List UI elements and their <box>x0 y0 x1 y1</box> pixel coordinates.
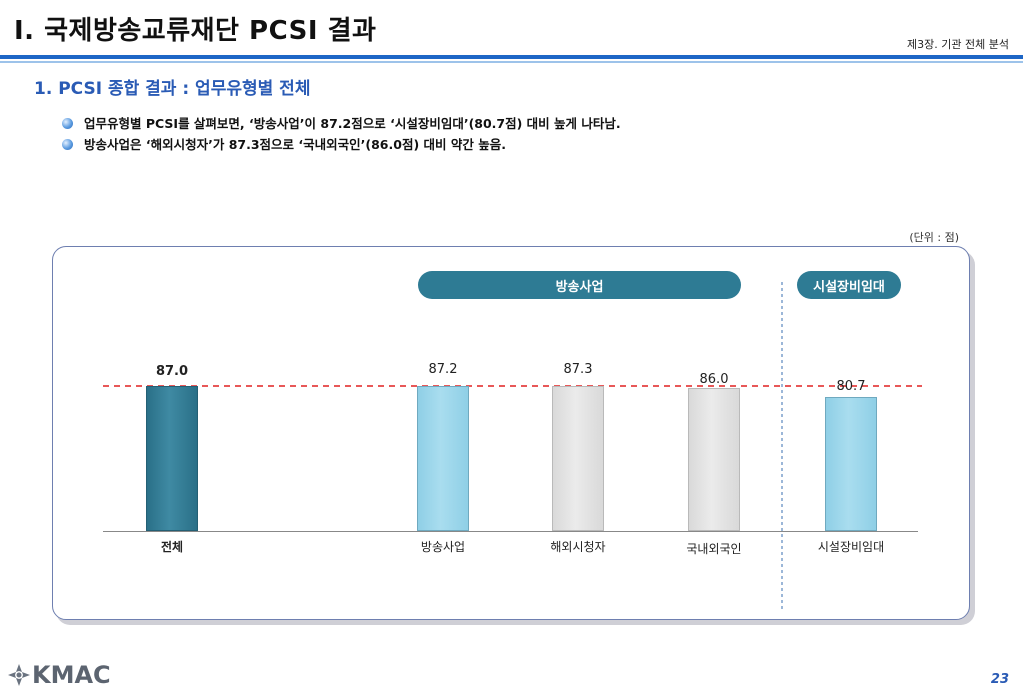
data-label: 87.0 <box>155 364 189 379</box>
bar-2 <box>417 385 469 531</box>
header-rule <box>0 55 1023 59</box>
category-label: 전체 <box>160 540 184 554</box>
category-label: 국내외국인 <box>686 542 742 556</box>
category-label: 방송사업 <box>420 540 466 554</box>
category-label: 시설장비임대 <box>817 540 885 554</box>
group-label-facility: 시설장비임대 <box>797 271 901 299</box>
logo-text: KMAC <box>32 661 111 689</box>
summary-item: 업무유형별 PCSI를 살펴보면, ‘방송사업’이 87.2점으로 ‘시설장비임… <box>62 113 621 134</box>
group-label-broadcast: 방송사업 <box>418 271 741 299</box>
bar-4 <box>688 387 740 531</box>
chapter-label: 제3장. 기관 전체 분석 <box>907 38 1009 51</box>
data-label: 87.2 <box>428 361 458 377</box>
data-label: 86.0 <box>699 371 729 387</box>
unit-label: (단위 : 점) <box>909 231 959 244</box>
summary-list: 업무유형별 PCSI를 살펴보면, ‘방송사업’이 87.2점으로 ‘시설장비임… <box>62 113 621 155</box>
page-title: I. 국제방송교류재단 PCSI 결과 <box>14 16 377 46</box>
data-label: 87.3 <box>563 361 593 377</box>
header-rule-thin <box>0 61 1023 63</box>
chart-panel <box>52 246 970 620</box>
category-label: 해외시청자 <box>550 540 606 554</box>
summary-item: 방송사업은 ‘해외시청자’가 87.3점으로 ‘국내외국인’(86.0점) 대비… <box>62 134 621 155</box>
bar-5 <box>825 396 877 531</box>
data-label: 80.7 <box>836 378 866 394</box>
bar-3 <box>552 385 604 531</box>
bullet-icon <box>62 139 73 150</box>
section-subtitle: 1. PCSI 종합 결과 : 업무유형별 전체 <box>34 79 311 99</box>
kmac-logo-icon <box>8 664 30 686</box>
bar-1 <box>146 386 198 531</box>
logo: KMAC <box>6 660 111 690</box>
bullet-icon <box>62 118 73 129</box>
page-number: 23 <box>990 672 1009 687</box>
summary-text: 업무유형별 PCSI를 살펴보면, ‘방송사업’이 87.2점으로 ‘시설장비임… <box>84 116 621 131</box>
x-axis <box>103 531 918 532</box>
summary-text: 방송사업은 ‘해외시청자’가 87.3점으로 ‘국내외국인’(86.0점) 대비… <box>84 137 506 152</box>
